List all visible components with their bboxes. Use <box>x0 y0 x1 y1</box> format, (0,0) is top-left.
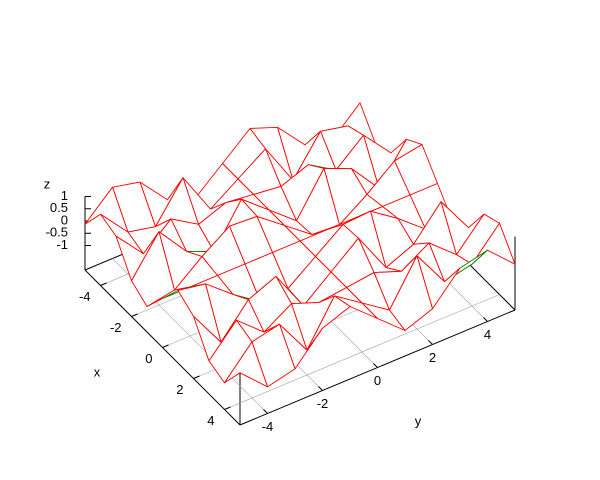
z-tick-label: -1 <box>56 237 68 252</box>
y-tick <box>483 317 488 322</box>
y-tick <box>263 409 268 414</box>
z-tick-label: 0 <box>61 212 68 227</box>
x-tick-label: -4 <box>79 289 91 304</box>
y-tick-label: -2 <box>317 396 329 411</box>
x-tick-label: 0 <box>145 351 152 366</box>
x-tick <box>131 313 138 317</box>
z-axis-label: z <box>44 176 51 191</box>
x-tick <box>162 344 169 348</box>
surface-patch <box>224 341 268 388</box>
x-tick-label: 2 <box>176 382 183 397</box>
x-tick <box>100 282 107 286</box>
y-tick-label: 2 <box>429 350 436 365</box>
z-tick-label: 1 <box>61 188 68 203</box>
y-tick <box>428 340 433 345</box>
z-tick-label: 0.5 <box>50 200 68 215</box>
y-tick-label: 0 <box>374 373 381 388</box>
y-axis-label: y <box>415 413 422 428</box>
x-axis-label: x <box>94 364 101 379</box>
x-tick <box>193 375 200 379</box>
z-tick-label: -0.5 <box>46 225 68 240</box>
x-tick-label: 4 <box>207 413 214 428</box>
y-tick <box>373 363 378 368</box>
x-tick-label: -2 <box>110 320 122 335</box>
y-tick-label: -4 <box>262 419 274 434</box>
y-tick <box>318 386 323 391</box>
x-tick <box>224 406 231 410</box>
y-tick-label: 4 <box>484 327 491 342</box>
